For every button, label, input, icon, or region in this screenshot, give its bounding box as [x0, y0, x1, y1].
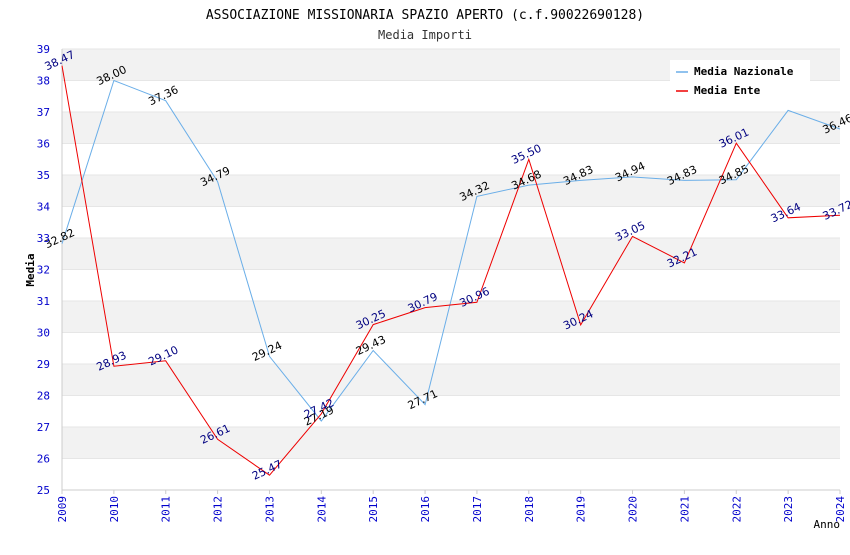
- y-tick-label: 35: [37, 169, 50, 182]
- y-tick-label: 38: [37, 75, 50, 88]
- data-label-media-nazionale: 37.36: [146, 83, 180, 108]
- x-tick-labels: 2009 2010 2011 2012 2013 2014 2015 2016 2017 2018…: [56, 490, 847, 523]
- x-tick-label: 2024: [834, 496, 847, 523]
- legend-label-media-nazionale: Media Nazionale: [694, 65, 794, 78]
- grid-band: [62, 112, 840, 144]
- axes: [61, 49, 840, 491]
- grid-band: [62, 427, 840, 459]
- x-axis-label: Anno: [814, 518, 841, 531]
- x-tick-label: 2019: [575, 496, 588, 523]
- x-tick-label: 2018: [523, 496, 536, 523]
- y-tick-label: 30: [37, 327, 50, 340]
- y-axis-label: Media: [24, 253, 37, 286]
- y-tick-label: 37: [37, 106, 50, 119]
- x-tick-label: 2009: [56, 496, 69, 523]
- x-tick-label: 2020: [627, 496, 640, 523]
- grid-band: [62, 238, 840, 270]
- y-tick-label: 29: [37, 358, 50, 371]
- x-tick-label: 2013: [263, 496, 276, 523]
- legend-label-media-ente: Media Ente: [694, 84, 761, 97]
- y-tick-label: 39: [37, 43, 50, 56]
- plot-background: [62, 49, 840, 459]
- x-tick-label: 2014: [315, 496, 328, 523]
- x-tick-label: 2015: [367, 496, 380, 523]
- y-tick-label: 36: [37, 138, 50, 151]
- y-tick-label: 34: [37, 201, 51, 214]
- legend: Media Nazionale Media Ente: [670, 60, 810, 100]
- y-tick-label: 26: [37, 453, 50, 466]
- y-tick-label: 28: [37, 390, 50, 403]
- y-tick-label: 32: [37, 264, 50, 277]
- x-tick-label: 2012: [212, 496, 225, 523]
- x-tick-label: 2011: [160, 496, 173, 523]
- y-tick-label: 25: [37, 484, 50, 497]
- series-line-media-nazionale: [61, 79, 841, 422]
- x-tick-label: 2017: [471, 496, 484, 523]
- data-label-media-ente: 25.47: [250, 458, 284, 483]
- data-label-media-ente: 35.50: [509, 142, 543, 167]
- x-tick-label: 2023: [782, 496, 795, 523]
- series-line-media-ente: [61, 65, 841, 476]
- legend-box: [670, 60, 810, 100]
- y-tick-labels: 25 26 27 28 29 30 31 32 33 34 35 36 37 38 39: [37, 43, 51, 497]
- series-lines: [61, 65, 841, 476]
- y-tick-label: 27: [37, 421, 50, 434]
- y-tick-label: 31: [37, 295, 50, 308]
- chart-subtitle: Media Importi: [378, 28, 472, 42]
- x-tick-label: 2022: [730, 496, 743, 523]
- y-tick-label: 33: [37, 232, 50, 245]
- grid-band: [62, 364, 840, 396]
- chart-title: ASSOCIAZIONE MISSIONARIA SPAZIO APERTO (…: [206, 8, 644, 23]
- grid-band: [62, 301, 840, 333]
- x-tick-label: 2016: [419, 496, 432, 523]
- data-label-media-nazionale: 29.24: [250, 339, 284, 364]
- x-tick-label: 2021: [678, 496, 691, 523]
- x-tick-label: 2010: [108, 496, 121, 523]
